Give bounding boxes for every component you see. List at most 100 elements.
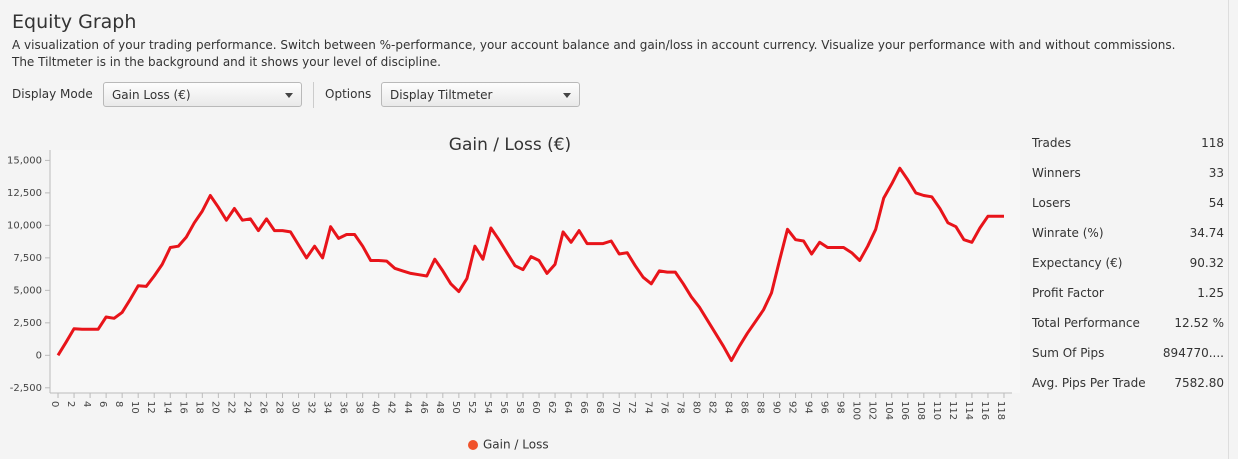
- select-value: Display Tiltmeter: [390, 88, 493, 102]
- x-tick-label: 34: [322, 401, 333, 414]
- x-tick-label: 46: [418, 401, 429, 414]
- x-tick-label: 104: [883, 401, 894, 420]
- stat-value: 894770....: [1162, 346, 1224, 360]
- stat-value: 118: [1201, 136, 1224, 150]
- series-line: [56, 166, 1004, 362]
- x-tick-label: 72: [626, 401, 637, 414]
- stat-value: 33: [1208, 166, 1224, 180]
- x-tick-label: 0: [49, 401, 60, 407]
- x-tick-label: 82: [706, 401, 717, 414]
- x-tick-label: 108: [915, 401, 926, 420]
- separator: [313, 82, 314, 108]
- x-tick-label: 24: [241, 401, 252, 414]
- x-tick-label: 28: [273, 401, 284, 414]
- select-value: Gain Loss (€): [112, 88, 191, 102]
- x-tick-label: 110: [931, 401, 942, 420]
- x-tick-label: 22: [225, 401, 236, 414]
- x-tick-label: 74: [642, 401, 653, 414]
- x-tick-label: 66: [578, 401, 589, 414]
- x-tick-label: 12: [145, 401, 156, 414]
- y-tick-label: 5,000: [13, 285, 42, 296]
- x-tick-label: 4: [81, 401, 92, 407]
- x-tick-label: 36: [338, 401, 349, 414]
- x-tick-label: 62: [546, 401, 557, 414]
- y-tick-label: 10,000: [7, 220, 42, 231]
- stat-label: Avg. Pips Per Trade: [1032, 376, 1146, 390]
- caret: [563, 93, 571, 98]
- x-tick-label: 2: [65, 401, 76, 407]
- stat-label: Profit Factor: [1032, 286, 1104, 300]
- stat-value: 34.74: [1189, 226, 1224, 240]
- stat-value: 1.25: [1197, 286, 1224, 300]
- y-tick-label: -2,500: [10, 383, 42, 394]
- y-tick-label: 15,000: [7, 155, 42, 166]
- x-tick-label: 112: [947, 401, 958, 420]
- x-tick-label: 86: [738, 401, 749, 414]
- plot-area: [50, 150, 1020, 393]
- y-tick-label: 7,500: [13, 253, 42, 264]
- x-tick-label: 90: [771, 401, 782, 414]
- stat-label: Total Performance: [1032, 316, 1140, 330]
- x-tick-label: 58: [514, 401, 525, 414]
- chart-title: Gain / Loss (€): [449, 135, 571, 155]
- x-tick-label: 60: [530, 401, 541, 414]
- stat-label: Winners: [1032, 166, 1081, 180]
- y-tick-label: 12,500: [7, 188, 42, 199]
- x-tick-label: 118: [995, 401, 1006, 420]
- stat-label: Losers: [1032, 196, 1071, 210]
- x-tick-label: 38: [354, 401, 365, 414]
- x-tick-label: 70: [610, 401, 621, 414]
- stat-value: 7582.80: [1174, 376, 1224, 390]
- border: [1228, 0, 1229, 459]
- x-tick-label: 114: [963, 401, 974, 420]
- stat-label: Trades: [1032, 136, 1072, 150]
- y-tick-label: 2,500: [13, 318, 42, 329]
- x-tick-label: 102: [867, 401, 878, 420]
- x-tick-label: 20: [209, 401, 220, 414]
- x-tick-label: 88: [754, 401, 765, 414]
- x-tick-label: 48: [434, 401, 445, 414]
- label: Options: [325, 87, 372, 101]
- legend-label: Gain / Loss: [483, 438, 549, 452]
- x-tick-label: 84: [722, 401, 733, 414]
- options-select[interactable]: Display Tiltmeter: [381, 82, 580, 107]
- x-tick-label: 44: [402, 401, 413, 414]
- label: Display Mode: [12, 87, 93, 101]
- x-tick-label: 68: [594, 401, 605, 414]
- page-title: Equity Graph: [12, 11, 137, 33]
- stat-value: 54: [1208, 196, 1224, 210]
- x-tick-label: 92: [787, 401, 798, 414]
- stat-label: Sum Of Pips: [1032, 346, 1105, 360]
- x-tick-label: 10: [129, 401, 140, 414]
- x-tick-label: 98: [835, 401, 846, 414]
- stat-value: 90.32: [1189, 256, 1224, 270]
- x-tick-label: 94: [803, 401, 814, 414]
- legend-swatch: [468, 440, 478, 450]
- x-tick-label: 26: [257, 401, 268, 414]
- y-tick-label: 0: [36, 350, 42, 361]
- x-tick-label: 18: [193, 401, 204, 414]
- x-tick-label: 42: [386, 401, 397, 414]
- caret: [285, 93, 293, 98]
- x-tick-label: 50: [450, 401, 461, 414]
- stat-label: Expectancy (€): [1032, 256, 1123, 270]
- x-tick-label: 78: [674, 401, 685, 414]
- x-tick-label: 80: [690, 401, 701, 414]
- x-tick-label: 56: [498, 401, 509, 414]
- x-tick-label: 54: [482, 401, 493, 414]
- x-tick-label: 52: [466, 401, 477, 414]
- x-tick-label: 6: [97, 401, 108, 407]
- stat-label: Winrate (%): [1032, 226, 1104, 240]
- description: The Tiltmeter is in the background and i…: [12, 55, 441, 69]
- x-tick-label: 32: [306, 401, 317, 414]
- x-tick-label: 40: [370, 401, 381, 414]
- x-tick-label: 64: [562, 401, 573, 414]
- display-mode-select[interactable]: Gain Loss (€): [103, 82, 302, 107]
- x-tick-label: 116: [979, 401, 990, 420]
- x-tick-label: 76: [658, 401, 669, 414]
- x-tick-label: 30: [290, 401, 301, 414]
- x-tick-label: 96: [819, 401, 830, 414]
- x-tick-label: 16: [177, 401, 188, 414]
